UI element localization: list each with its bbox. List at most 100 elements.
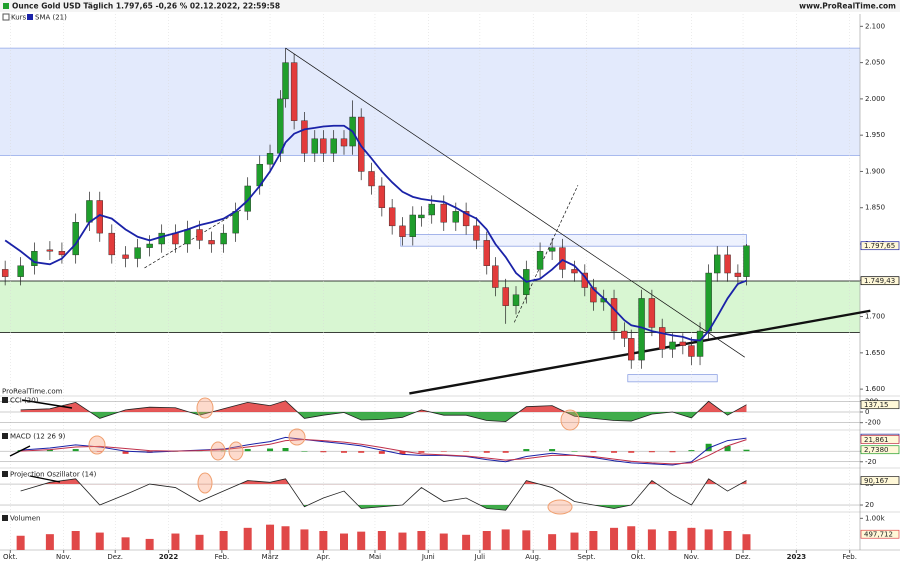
volume-bar: [398, 532, 407, 550]
highlight: [228, 441, 244, 461]
candle-body: [734, 272, 742, 277]
macd-histogram-bar: [378, 451, 385, 454]
macd-histogram-bar: [244, 449, 251, 452]
highlight: [288, 428, 306, 446]
trend-line: [144, 209, 241, 269]
volume-bar: [340, 533, 348, 550]
volume-bar: [704, 529, 713, 550]
y-tick-label: 2.050: [865, 59, 885, 67]
y-tick-label: 2.000: [865, 95, 885, 103]
x-tick-label: Okt.: [631, 553, 646, 561]
candle-body: [172, 232, 179, 245]
candle-body: [86, 200, 93, 223]
highlight: [88, 435, 106, 455]
y-tick-label: 1.950: [865, 131, 885, 139]
legend-label: SMA (21): [35, 14, 67, 22]
macd-histogram-bar: [590, 451, 597, 453]
oscillator-line: [20, 400, 747, 423]
candle-body: [282, 62, 289, 100]
candle-body: [17, 265, 24, 277]
x-tick-label: Nov.: [684, 553, 699, 561]
volume-bar: [439, 533, 448, 550]
y-tick-label: -200: [865, 419, 881, 427]
volume-bar: [548, 534, 557, 550]
price-box: [627, 374, 718, 383]
macd-histogram-bar: [571, 451, 578, 452]
oscillator-line: [20, 478, 747, 511]
candle-body: [559, 247, 566, 270]
x-tick-label: Juli: [474, 553, 485, 561]
x-tick-label: Sept.: [577, 553, 595, 561]
volume-bar: [462, 534, 471, 550]
volume-bar: [121, 537, 130, 550]
candle-body: [688, 345, 695, 357]
candle-body: [301, 120, 308, 154]
current-value-label: 21,861: [864, 436, 889, 444]
volume-bar: [723, 531, 732, 550]
candle-body: [705, 272, 712, 332]
panel-title: CCI (20): [10, 397, 39, 405]
macd-histogram-bar: [122, 451, 129, 454]
y-tick-label: 1.650: [865, 349, 885, 357]
candle-body: [31, 251, 38, 266]
drawn-arrow: [9, 445, 31, 457]
x-tick-label: Dez.: [107, 553, 123, 561]
x-tick-label: Okt.: [3, 553, 18, 561]
macd-histogram-bar: [282, 448, 289, 452]
macd-histogram-bar: [46, 449, 53, 452]
volume-bar: [71, 531, 80, 550]
x-tick-label: Aug.: [525, 553, 541, 561]
volume-bar: [627, 526, 636, 550]
candle-body: [512, 294, 520, 306]
candle-body: [669, 341, 676, 350]
macd-histogram-bar: [611, 451, 618, 453]
sma-line: [4, 124, 747, 342]
current-value-box: [860, 476, 900, 485]
panel-title: MACD (12 26 9): [10, 433, 66, 441]
volume-bar: [219, 531, 228, 550]
x-tick-label: 2023: [787, 553, 807, 561]
volume-bar: [668, 531, 677, 550]
candle-body: [492, 265, 499, 288]
y-tick-label: 1.700: [865, 313, 885, 321]
x-tick-label: Feb.: [215, 553, 230, 561]
candle-body: [610, 298, 618, 332]
candle-body: [418, 214, 425, 219]
candle-body: [536, 251, 544, 270]
y-tick-label: 0: [865, 408, 869, 416]
candle-body: [368, 171, 375, 187]
legend-label: Kurs: [11, 14, 27, 22]
volume-bar: [145, 538, 154, 550]
volume-bar: [281, 526, 290, 550]
candle-body: [277, 98, 284, 154]
candle-body: [266, 153, 274, 165]
candle-body: [696, 330, 704, 357]
candle-body: [46, 249, 54, 252]
x-tick-label: 2022: [159, 553, 179, 561]
current-value-label: 137,15: [864, 401, 889, 409]
volume-bar: [377, 531, 386, 550]
candle-body: [648, 298, 656, 328]
x-tick-label: Apr.: [317, 553, 331, 561]
macd-histogram-bar: [301, 451, 308, 452]
panel-source: ProRealTime.com: [2, 388, 63, 396]
candle-body: [244, 185, 251, 212]
x-tick-label: März: [262, 553, 279, 561]
candle-body: [440, 203, 447, 223]
candle-body: [330, 138, 337, 154]
candle-body: [388, 207, 396, 227]
panel-title: Volumen: [10, 515, 40, 523]
panel-icon: [2, 515, 8, 521]
macd-histogram-bar: [628, 451, 635, 453]
volume-bar: [171, 533, 180, 550]
candle-body: [122, 254, 129, 259]
highlight: [560, 409, 580, 431]
candle-body: [724, 254, 731, 274]
price-box: [400, 234, 747, 247]
candle-body: [473, 225, 480, 241]
current-value-box: [860, 276, 900, 286]
x-tick-label: Dez.: [735, 553, 751, 561]
macd-histogram-bar: [72, 449, 79, 452]
macd-histogram-bar: [523, 449, 530, 452]
volume-bar: [501, 529, 510, 550]
